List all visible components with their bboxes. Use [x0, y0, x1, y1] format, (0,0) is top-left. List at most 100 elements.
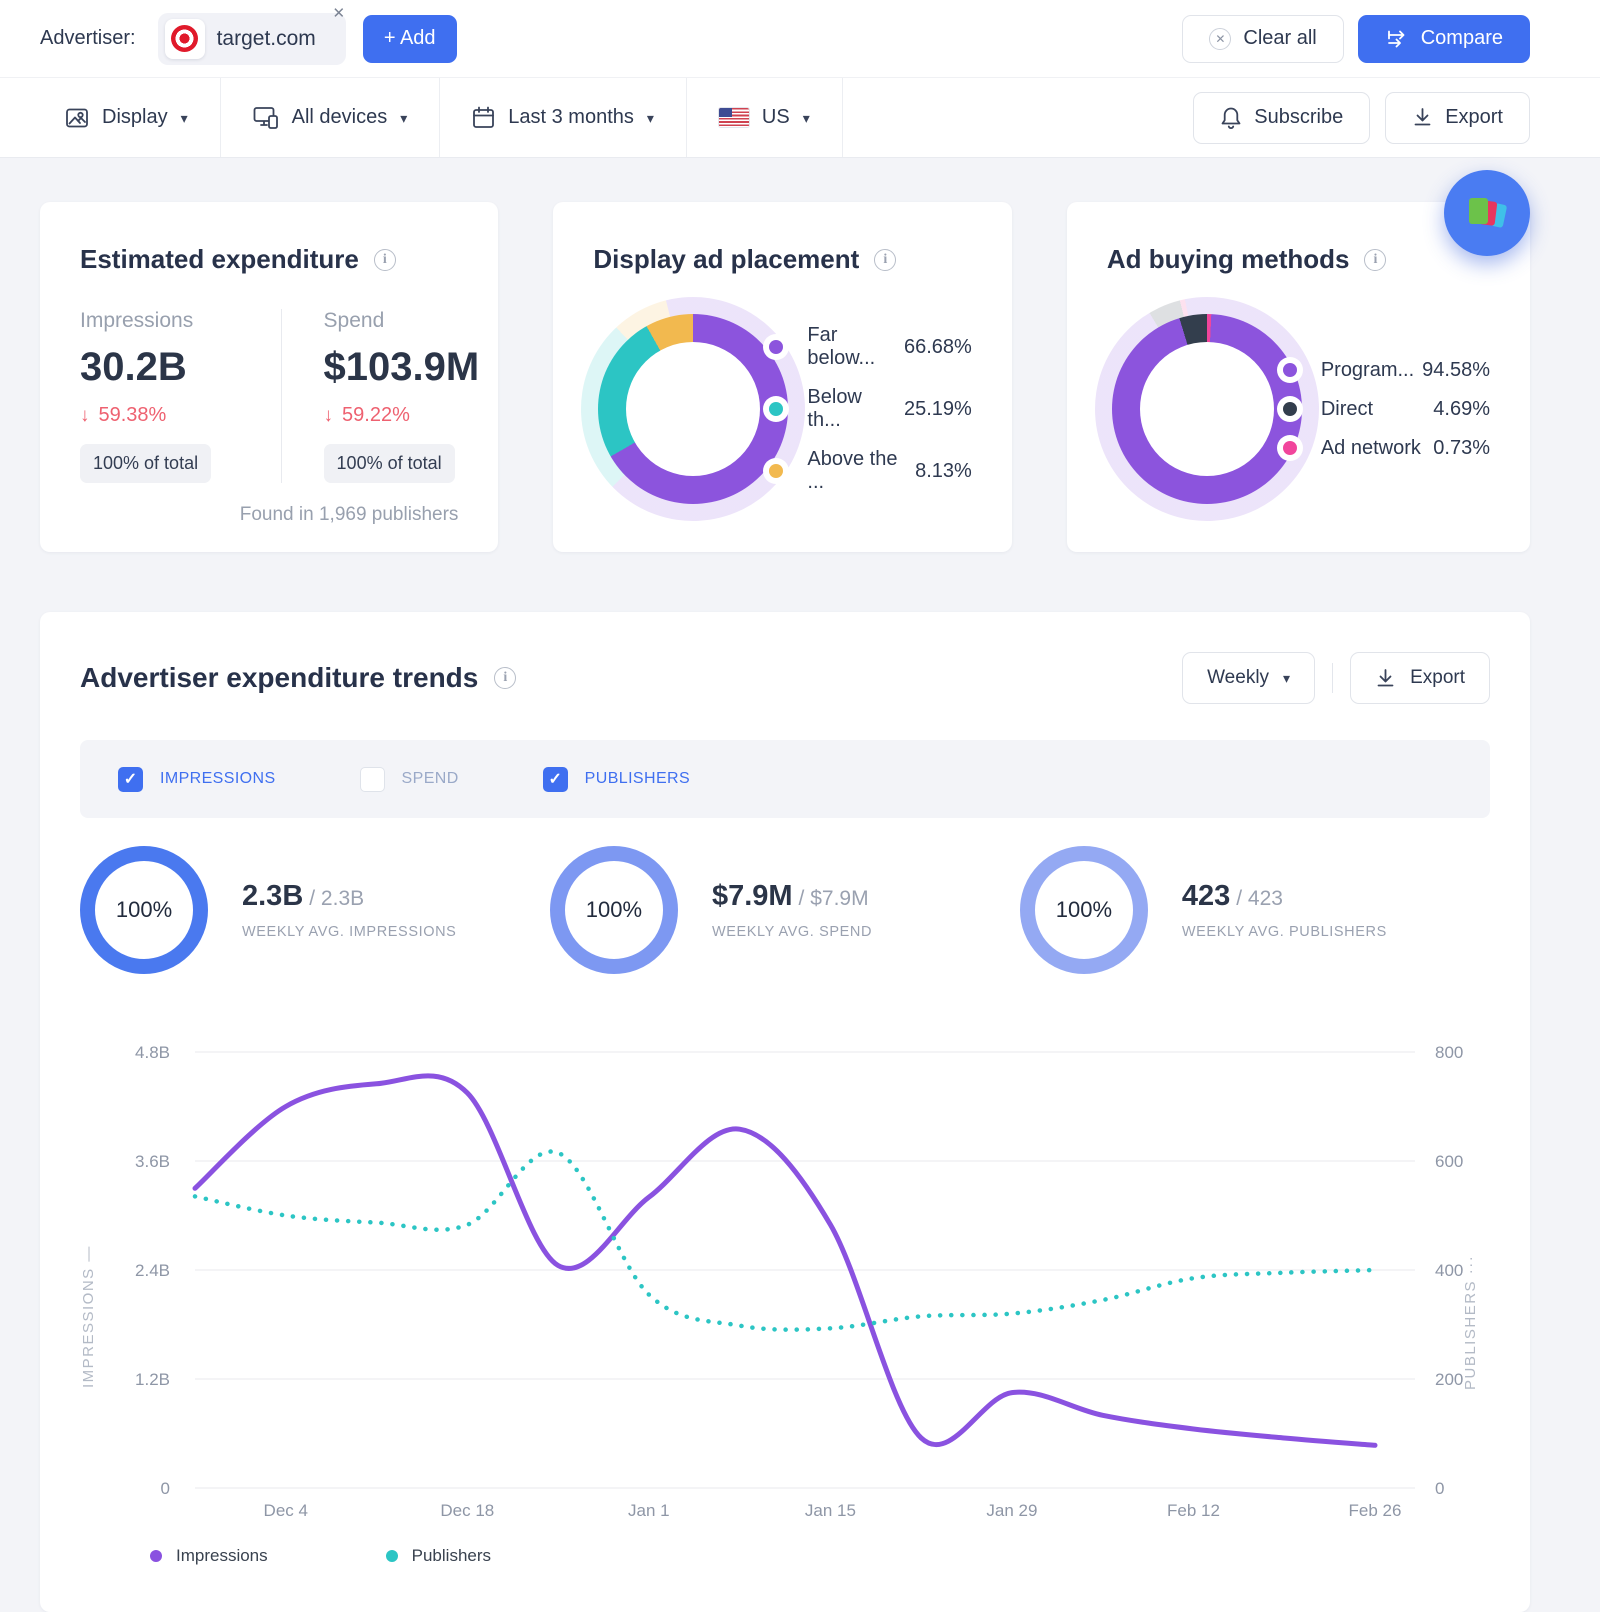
spend-label: Spend: [323, 309, 385, 332]
impressions-gauge-ring: 100%: [80, 846, 208, 974]
checkbox-box: [542, 766, 568, 792]
date-range-dropdown[interactable]: Last 3 months: [440, 78, 687, 157]
floating-extension-button[interactable]: [1444, 170, 1530, 256]
svg-text:3.6B: 3.6B: [135, 1152, 170, 1171]
info-icon[interactable]: [494, 667, 517, 689]
clear-all-button[interactable]: Clear all: [1182, 14, 1344, 63]
download-icon: [1414, 108, 1431, 126]
stat-value: 2.3B: [242, 880, 304, 912]
legend-item: Direct 4.69%: [1282, 398, 1490, 421]
svg-text:Dec 18: Dec 18: [440, 1501, 494, 1520]
donut-hole: [626, 342, 761, 476]
legend-item-impressions[interactable]: Impressions: [150, 1546, 268, 1566]
chevron-down-icon: [803, 106, 810, 129]
left-axis-title: IMPRESSIONS —: [80, 1245, 97, 1388]
right-axis-title: PUBLISHERS ···: [1462, 1254, 1479, 1390]
svg-text:600: 600: [1435, 1152, 1463, 1171]
donut-legend: Program... 94.58% Direct 4.69% Ad networ…: [1282, 343, 1490, 476]
chevron-down-icon: [181, 106, 188, 129]
devices-filter-dropdown[interactable]: All devices: [221, 78, 441, 157]
legend-dot: [1282, 363, 1297, 377]
advertiser-domain: target.com: [216, 26, 316, 50]
period-dropdown[interactable]: Weekly: [1182, 652, 1316, 704]
legend-item: Below th... 25.19%: [769, 386, 972, 432]
publishers-checkbox[interactable]: PUBLISHERS: [542, 766, 690, 792]
impressions-total-badge: 100% of total: [80, 444, 212, 483]
card-title: Ad buying methods: [1106, 244, 1350, 274]
legend-item: Above the ... 8.13%: [769, 448, 972, 494]
summary-cards-row: Estimated expenditure Impressions 30.2B …: [0, 158, 1600, 552]
avg-publishers-stat: 100% 423/ 423 WEEKLY AVG. PUBLISHERS: [1019, 846, 1490, 974]
arrow-down-icon: [80, 404, 90, 427]
legend-dot: [769, 402, 784, 416]
svg-text:4.8B: 4.8B: [135, 1043, 170, 1062]
chevron-down-icon: [647, 106, 654, 129]
trends-chart-canvas: 0 0 1.2B 200 2.4B 400 3.6B 600 4.8B 800 Dec 4 Dec 1…: [80, 1038, 1490, 1543]
subscribe-label: Subscribe: [1254, 106, 1344, 128]
publishers-gauge-ring: 100%: [1019, 846, 1148, 974]
card-title: Display ad placement: [593, 244, 860, 274]
stat-label: WEEKLY AVG. IMPRESSIONS: [242, 924, 457, 940]
compare-icon: [1387, 30, 1405, 47]
legend-dot: [769, 340, 784, 354]
svg-text:400: 400: [1435, 1261, 1463, 1280]
country-dropdown[interactable]: US: [687, 78, 843, 157]
series-toggle-band: IMPRESSIONS SPEND PUBLISHERS: [80, 740, 1490, 818]
impressions-column: Impressions 30.2B 59.38% 100% of total: [80, 309, 281, 483]
advertiser-label: Advertiser:: [40, 27, 136, 49]
impressions-checkbox[interactable]: IMPRESSIONS: [118, 766, 276, 792]
weekly-average-stats-row: 100% 2.3B/ 2.3B WEEKLY AVG. IMPRESSIONS …: [80, 846, 1490, 974]
svg-text:0: 0: [1435, 1479, 1444, 1498]
trends-export-button[interactable]: Export: [1350, 652, 1490, 704]
chevron-down-icon: [400, 106, 407, 129]
svg-text:800: 800: [1435, 1043, 1463, 1062]
target-logo-box: [164, 18, 205, 59]
stat-total: / $7.9M: [798, 887, 869, 910]
trends-line-chart: 0 0 1.2B 200 2.4B 400 3.6B 600 4.8B 800 Dec 4 Dec 1…: [135, 1043, 1463, 1520]
display-icon: [66, 108, 88, 127]
impressions-label: Impressions: [80, 309, 194, 332]
info-icon[interactable]: [373, 248, 396, 271]
legend-item-publishers[interactable]: Publishers: [385, 1546, 491, 1566]
bell-icon: [1221, 107, 1241, 129]
devices-icon: [253, 107, 278, 129]
add-advertiser-button[interactable]: + Add: [362, 14, 457, 63]
calendar-icon: [473, 106, 495, 128]
impressions-value: 30.2B: [80, 345, 187, 389]
export-button[interactable]: Export: [1385, 91, 1530, 144]
legend-dot: [150, 1550, 162, 1562]
top-bar: Advertiser: target.com + Add Clear all C…: [0, 0, 1600, 78]
svg-text:Jan 1: Jan 1: [628, 1501, 670, 1520]
svg-text:0: 0: [161, 1479, 170, 1498]
us-flag-icon: [718, 108, 749, 127]
info-icon[interactable]: [874, 248, 897, 271]
stat-total: / 423: [1236, 887, 1283, 910]
subscribe-button[interactable]: Subscribe: [1193, 91, 1371, 144]
svg-text:Jan 29: Jan 29: [986, 1501, 1037, 1520]
download-icon: [1377, 668, 1394, 686]
compare-button[interactable]: Compare: [1357, 14, 1530, 63]
close-icon[interactable]: [328, 2, 350, 24]
avg-spend-stat: 100% $7.9M / $7.9M WEEKLY AVG. SPEND: [549, 846, 1020, 974]
stat-value: 423: [1181, 880, 1231, 912]
spend-checkbox[interactable]: SPEND: [359, 766, 459, 792]
advertiser-chip[interactable]: target.com: [157, 12, 346, 65]
impressions-line: [192, 1073, 1378, 1448]
svg-text:2.4B: 2.4B: [135, 1261, 170, 1280]
legend-dot: [385, 1550, 398, 1562]
publishers-line: [192, 1149, 1378, 1332]
channel-filter-dropdown[interactable]: Display: [40, 78, 221, 157]
divider: [1332, 663, 1334, 693]
spend-gauge-ring: 100%: [549, 846, 678, 974]
ad-buying-donut-chart: [1071, 273, 1343, 545]
legend-item: Far below... 66.68%: [769, 324, 972, 370]
spend-value: $103.9M: [323, 345, 480, 389]
info-icon[interactable]: [1364, 248, 1387, 271]
chevron-down-icon: [1283, 667, 1290, 689]
donut-hole: [1139, 342, 1274, 476]
svg-text:Dec 4: Dec 4: [264, 1501, 308, 1520]
devices-filter-label: All devices: [291, 106, 388, 128]
legend-dot: [1282, 402, 1297, 416]
stat-label: WEEKLY AVG. SPEND: [711, 924, 873, 940]
impressions-change: 59.38%: [80, 404, 281, 427]
